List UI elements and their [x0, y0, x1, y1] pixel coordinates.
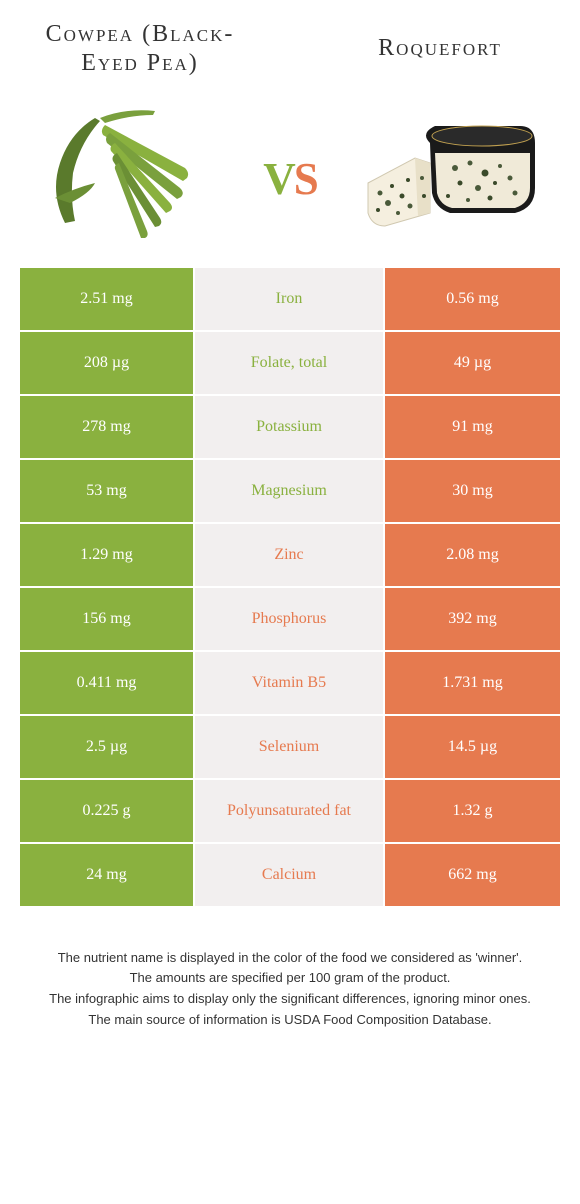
nutrient-row: 1.29 mgZinc2.08 mg — [20, 524, 560, 588]
right-value: 30 mg — [385, 460, 560, 522]
right-value: 1.32 g — [385, 780, 560, 842]
left-food-title: Cowpea (Black-Eyed Pea) — [30, 20, 250, 78]
vs-s: s — [294, 137, 317, 208]
nutrient-row: 278 mgPotassium91 mg — [20, 396, 560, 460]
nutrient-name: Iron — [195, 268, 385, 330]
nutrient-row: 0.225 gPolyunsaturated fat1.32 g — [20, 780, 560, 844]
right-value: 0.56 mg — [385, 268, 560, 330]
nutrient-name: Potassium — [195, 396, 385, 458]
cowpea-icon — [45, 103, 215, 243]
nutrient-name: Phosphorus — [195, 588, 385, 650]
nutrient-row: 2.5 µgSelenium14.5 µg — [20, 716, 560, 780]
vs-label: vs — [263, 136, 317, 210]
nutrient-row: 2.51 mgIron0.56 mg — [20, 268, 560, 332]
cowpea-image — [40, 98, 220, 248]
header: Cowpea (Black-Eyed Pea) Roquefort — [0, 0, 580, 88]
footer-line-4: The main source of information is USDA F… — [30, 1010, 550, 1031]
nutrient-name: Folate, total — [195, 332, 385, 394]
left-value: 156 mg — [20, 588, 195, 650]
right-value: 662 mg — [385, 844, 560, 906]
roquefort-image — [360, 98, 540, 248]
footer-line-3: The infographic aims to display only the… — [30, 989, 550, 1010]
left-value: 1.29 mg — [20, 524, 195, 586]
nutrient-row: 53 mgMagnesium30 mg — [20, 460, 560, 524]
nutrient-row: 0.411 mgVitamin B51.731 mg — [20, 652, 560, 716]
left-value: 53 mg — [20, 460, 195, 522]
left-value: 278 mg — [20, 396, 195, 458]
nutrient-row: 24 mgCalcium662 mg — [20, 844, 560, 908]
right-value: 14.5 µg — [385, 716, 560, 778]
right-value: 1.731 mg — [385, 652, 560, 714]
nutrient-name: Vitamin B5 — [195, 652, 385, 714]
nutrient-row: 208 µgFolate, total49 µg — [20, 332, 560, 396]
left-value: 24 mg — [20, 844, 195, 906]
left-value: 2.51 mg — [20, 268, 195, 330]
left-value: 0.411 mg — [20, 652, 195, 714]
nutrient-name: Calcium — [195, 844, 385, 906]
nutrient-name: Magnesium — [195, 460, 385, 522]
right-value: 2.08 mg — [385, 524, 560, 586]
nutrient-name: Polyunsaturated fat — [195, 780, 385, 842]
right-value: 392 mg — [385, 588, 560, 650]
roquefort-icon — [360, 108, 540, 238]
right-value: 49 µg — [385, 332, 560, 394]
nutrient-name: Selenium — [195, 716, 385, 778]
right-value: 91 mg — [385, 396, 560, 458]
nutrient-table: 2.51 mgIron0.56 mg208 µgFolate, total49 … — [20, 268, 560, 908]
footer-notes: The nutrient name is displayed in the co… — [0, 908, 580, 1051]
left-value: 2.5 µg — [20, 716, 195, 778]
footer-line-2: The amounts are specified per 100 gram o… — [30, 968, 550, 989]
nutrient-row: 156 mgPhosphorus392 mg — [20, 588, 560, 652]
left-value: 0.225 g — [20, 780, 195, 842]
vs-v: v — [263, 137, 294, 208]
left-value: 208 µg — [20, 332, 195, 394]
footer-line-1: The nutrient name is displayed in the co… — [30, 948, 550, 969]
nutrient-name: Zinc — [195, 524, 385, 586]
images-row: vs — [0, 88, 580, 268]
right-food-title: Roquefort — [330, 34, 550, 63]
